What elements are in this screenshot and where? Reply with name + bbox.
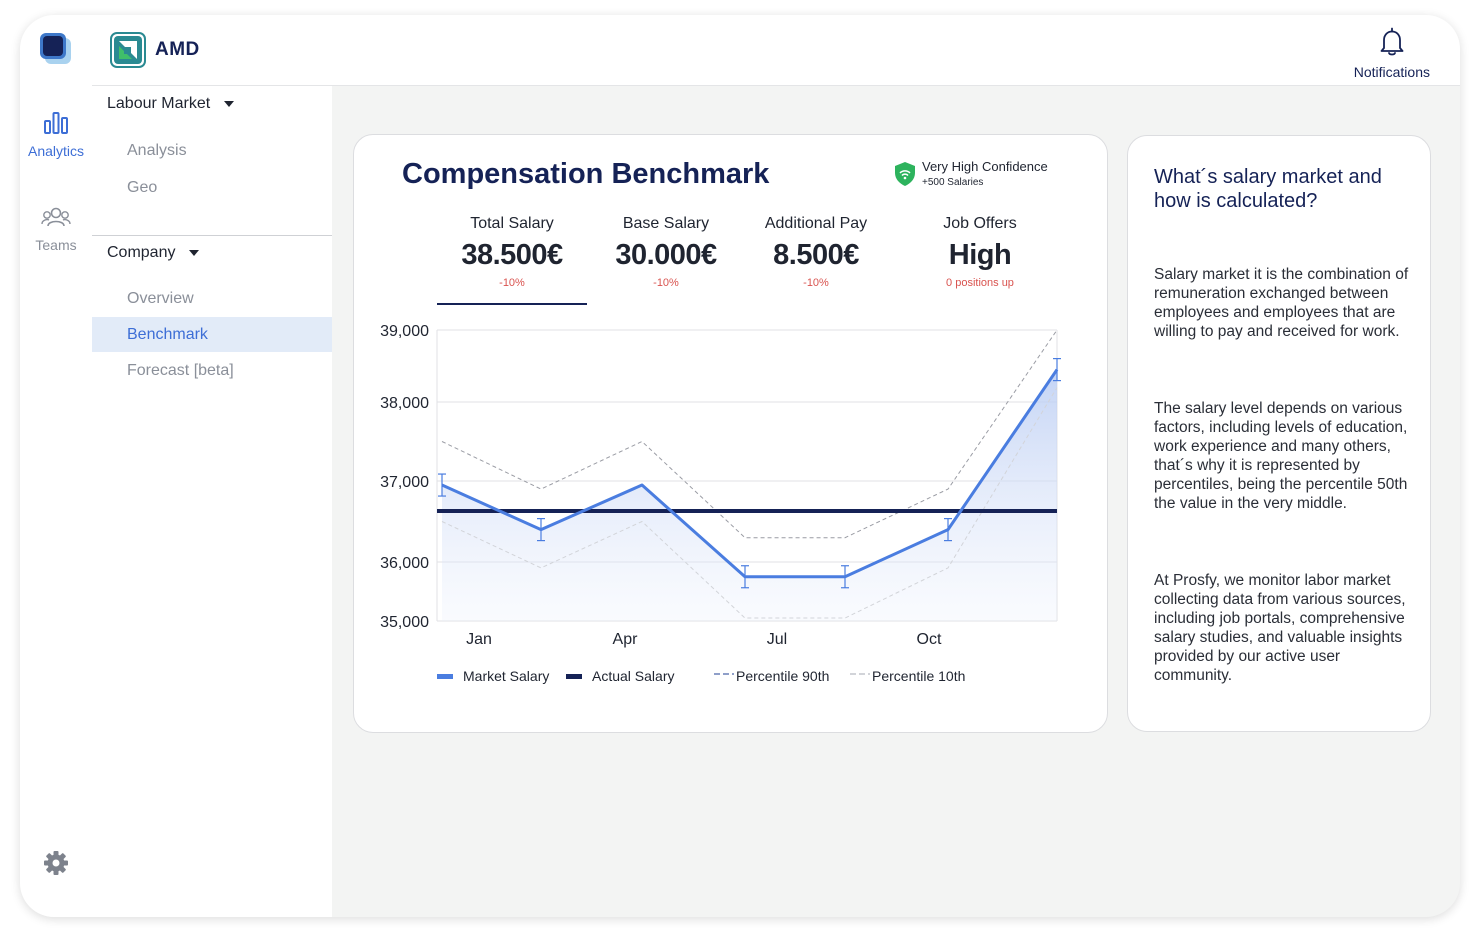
percentile-90-line: [441, 329, 1058, 539]
legend-swatch: [566, 674, 582, 679]
nav-item-analysis[interactable]: Analysis: [127, 142, 187, 159]
legend-swatch: [437, 674, 453, 679]
metric-delta: -10%: [803, 277, 829, 289]
y-tick-label: 37,000: [380, 474, 429, 491]
metric-value: 8.500€: [773, 239, 859, 271]
x-tick-label: Jan: [466, 631, 492, 648]
left-rail: Analytics Teams: [20, 15, 93, 917]
confidence-sub: +500 Salaries: [922, 177, 984, 188]
y-tick-label: 35,000: [380, 614, 429, 631]
salary-chart: 39,000 38,000 37,000 36,000 35,000 Jan Apr Jul O…: [380, 323, 1061, 684]
legend-label: Percentile 10th: [872, 668, 965, 684]
market-area: [442, 369, 1057, 621]
rail-item-label: Teams: [35, 237, 77, 253]
confidence-label: Very High Confidence: [922, 159, 1048, 174]
shield-signal-icon: [895, 162, 915, 186]
team-icon: [41, 207, 71, 227]
app-logo-icon[interactable]: [39, 32, 73, 66]
metric-label: Base Salary: [622, 215, 710, 232]
nav-divider: [92, 235, 332, 236]
x-tick-label: Apr: [613, 631, 639, 648]
nav-group-labour-market[interactable]: Labour Market: [107, 95, 235, 113]
y-tick-label: 39,000: [380, 323, 429, 340]
metric-job-offers[interactable]: Job Offers High 0 positions up: [910, 215, 1050, 289]
nav-item-benchmark[interactable]: Benchmark: [92, 317, 332, 352]
nav-group-label: Labour Market: [107, 95, 211, 112]
metric-label: Job Offers: [943, 215, 1017, 232]
nav-group-label: Company: [107, 244, 176, 261]
metric-additional-pay[interactable]: Additional Pay 8.500€ -10%: [746, 215, 886, 289]
metric-value: High: [948, 239, 1012, 271]
notifications-label: Notifications: [1353, 64, 1430, 80]
x-tick-label: Jul: [767, 631, 787, 648]
info-paragraph: At Prosfy, we monitor labor market colle…: [1154, 572, 1406, 684]
info-paragraph: The salary level depends on various fact…: [1154, 400, 1408, 512]
secondary-nav: Labour Market Analysis Geo Company Overv…: [92, 86, 332, 917]
metric-value: 30.000€: [615, 239, 717, 271]
company-logo-icon: [110, 32, 146, 68]
company-name: AMD: [155, 39, 200, 60]
metric-delta: -10%: [499, 277, 525, 289]
notifications-button[interactable]: Notifications: [1354, 27, 1430, 80]
caret-down-icon: [189, 249, 200, 256]
metric-delta: -10%: [653, 277, 679, 289]
nav-item-overview[interactable]: Overview: [127, 290, 194, 307]
info-title: What´s salary market and how is calculat…: [1154, 166, 1382, 212]
nav-item-geo[interactable]: Geo: [127, 179, 158, 196]
bell-icon: [1380, 27, 1404, 56]
card-title: Compensation Benchmark: [402, 158, 770, 190]
x-tick-label: Oct: [917, 631, 942, 648]
benchmark-card: Compensation Benchmark Very High Confide…: [353, 134, 1108, 733]
legend-label: Market Salary: [463, 668, 549, 684]
gear-icon[interactable]: [42, 849, 70, 877]
rail-item-analytics[interactable]: Analytics: [20, 111, 92, 159]
percentile-10-line: [441, 387, 1058, 619]
legend-label: Percentile 90th: [736, 668, 829, 684]
caret-down-icon: [224, 100, 235, 107]
nav-item-forecast[interactable]: Forecast [beta]: [127, 362, 234, 379]
legend-label: Actual Salary: [592, 668, 674, 684]
y-tick-label: 38,000: [380, 395, 429, 412]
metric-delta: 0 positions up: [946, 277, 1014, 289]
metric-value: 38.500€: [461, 239, 563, 271]
metric-label: Total Salary: [470, 215, 554, 232]
y-tick-label: 36,000: [380, 555, 429, 572]
rail-item-label: Analytics: [27, 143, 85, 159]
metric-base-salary[interactable]: Base Salary 30.000€ -10%: [596, 215, 736, 289]
rail-item-teams[interactable]: Teams: [20, 205, 92, 253]
bar-chart-icon: [44, 112, 68, 134]
nav-group-company[interactable]: Company: [107, 244, 200, 262]
info-card: What´s salary market and how is calculat…: [1127, 135, 1431, 732]
info-paragraph: Salary market it is the combination of r…: [1154, 266, 1409, 340]
app-window: Analytics Teams: [20, 15, 1460, 917]
metric-label: Additional Pay: [764, 215, 868, 232]
top-bar: AMD Notifications: [92, 15, 1460, 86]
metric-total-salary[interactable]: Total Salary 38.500€ -10%: [437, 215, 587, 305]
